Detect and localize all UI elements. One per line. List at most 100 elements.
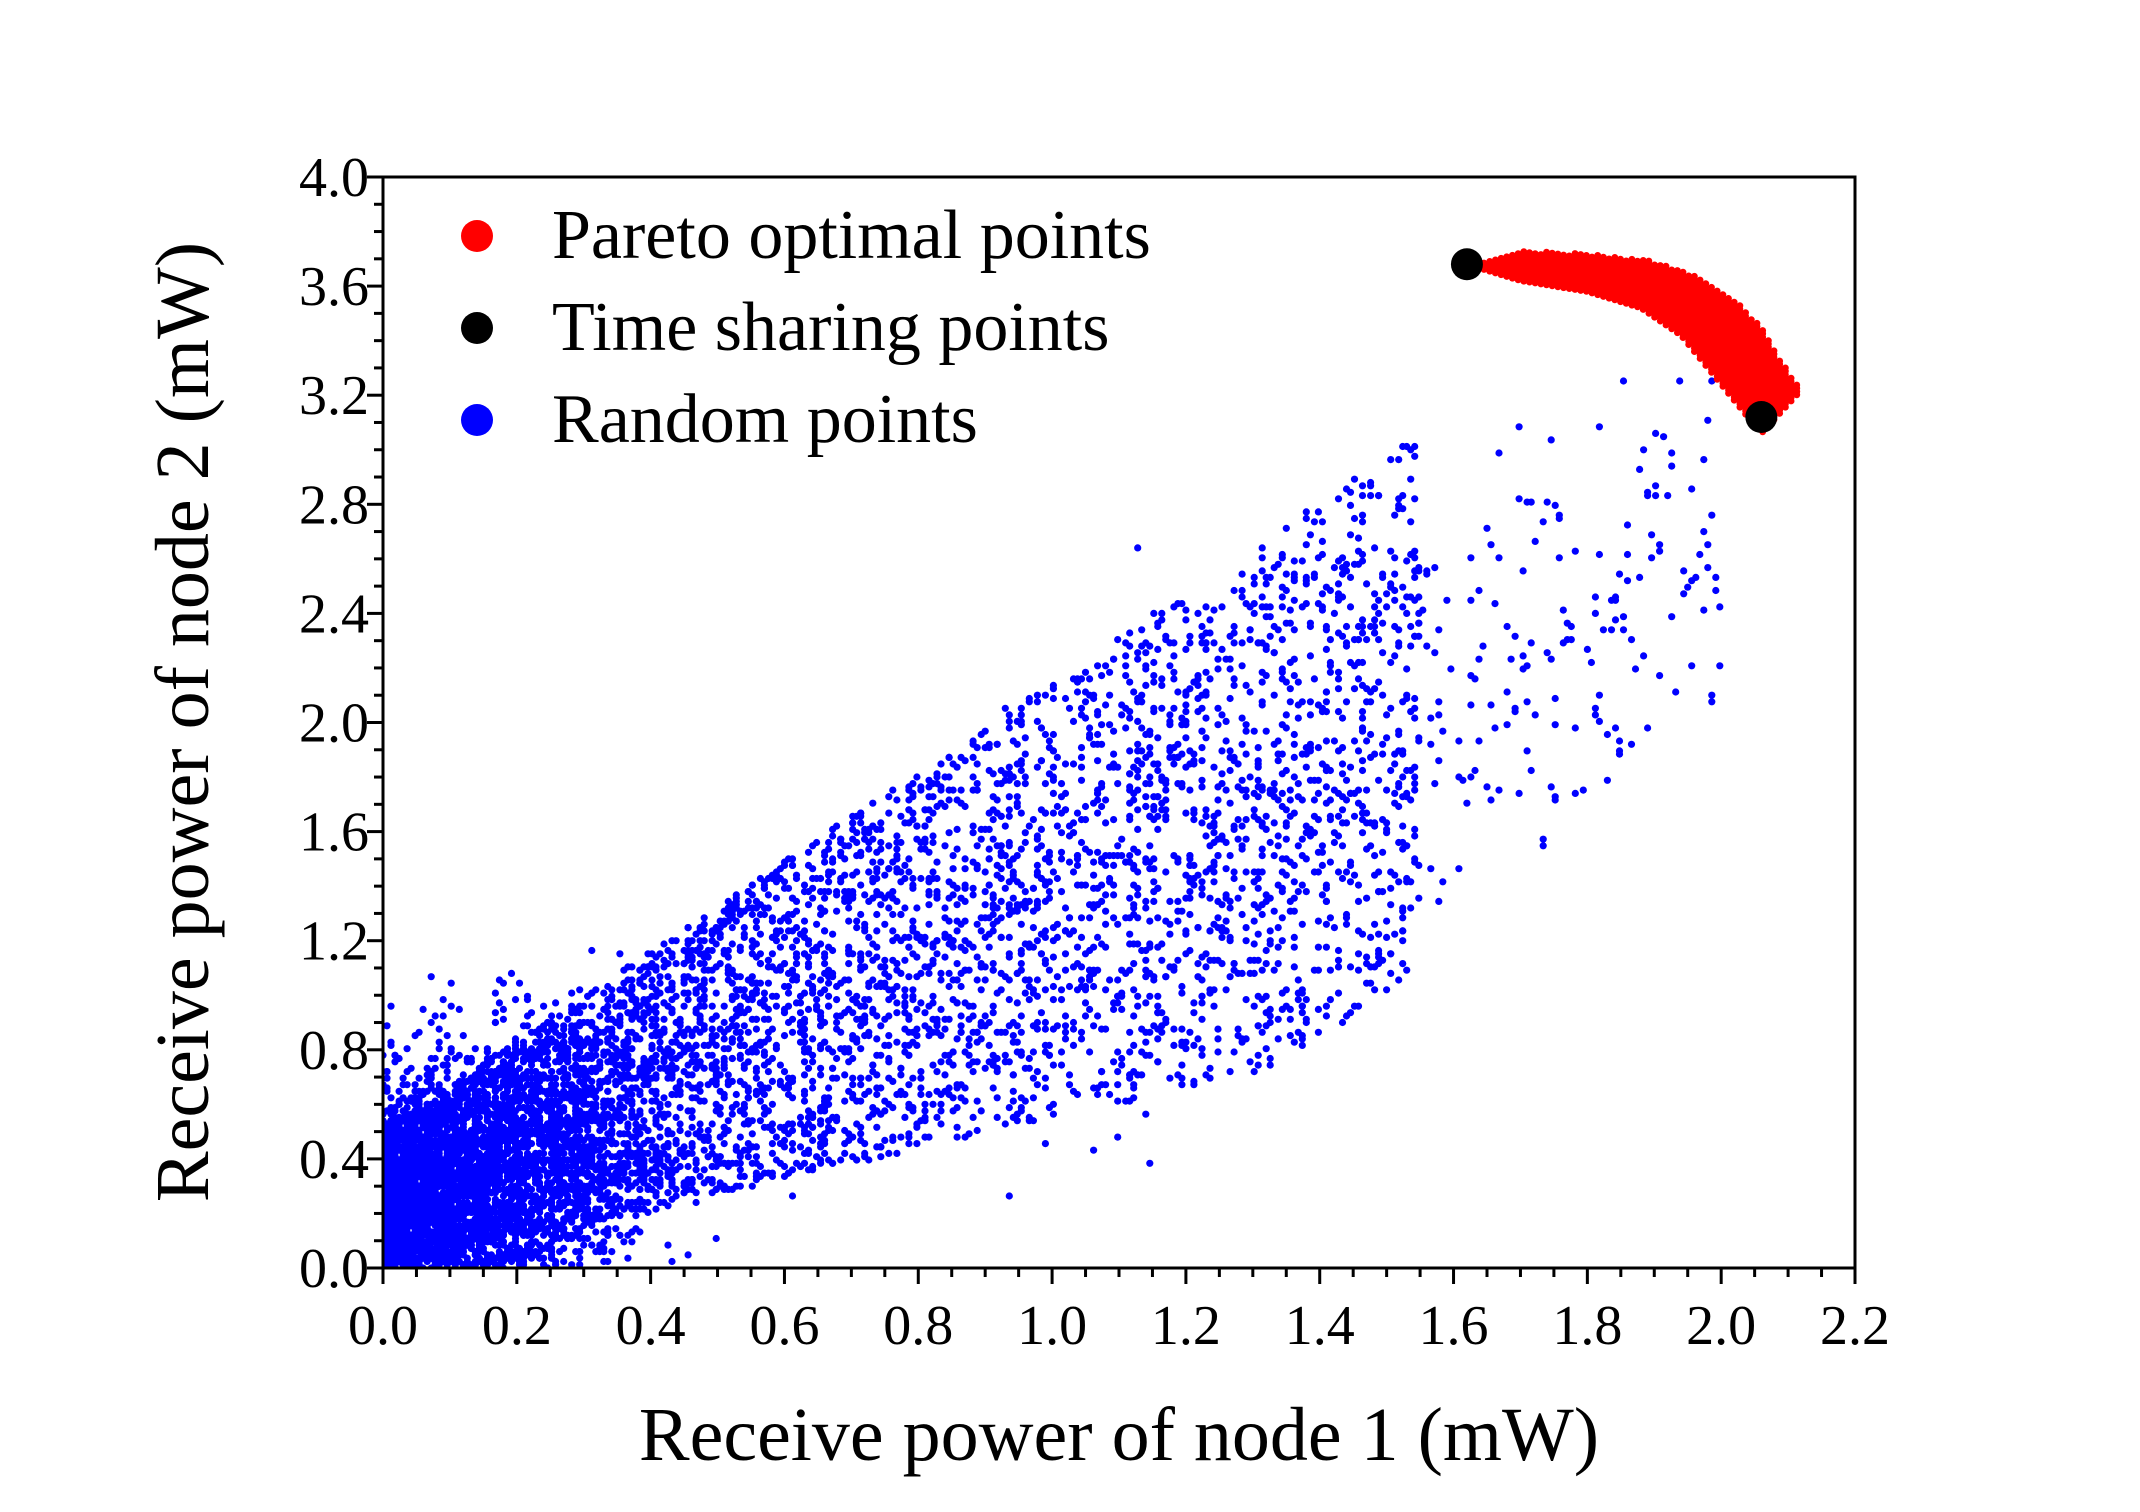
random-point <box>1190 1041 1198 1049</box>
random-point <box>459 1117 467 1125</box>
random-point <box>1126 770 1134 778</box>
random-point <box>447 1045 455 1053</box>
random-point <box>532 1038 540 1046</box>
random-point <box>660 1058 668 1066</box>
random-point <box>1338 1018 1347 1027</box>
random-point <box>897 878 905 886</box>
random-point <box>756 1097 765 1105</box>
random-point <box>1053 802 1061 811</box>
random-point <box>544 1225 552 1233</box>
random-point <box>1399 773 1407 781</box>
random-point <box>1138 626 1146 634</box>
random-point <box>1230 681 1238 690</box>
random-point <box>1134 806 1142 814</box>
random-point <box>796 1009 805 1017</box>
random-point <box>1057 986 1066 994</box>
random-point <box>813 838 821 847</box>
random-point <box>921 1133 929 1141</box>
random-point <box>1098 802 1106 811</box>
random-point <box>652 1113 660 1121</box>
random-point <box>1194 609 1202 618</box>
random-point <box>957 1094 965 1102</box>
random-point <box>784 1018 793 1027</box>
random-point <box>877 845 885 853</box>
random-point <box>1395 456 1403 464</box>
random-point <box>905 1133 913 1141</box>
random-point <box>415 1074 423 1082</box>
random-point <box>592 1068 600 1076</box>
random-point <box>792 960 801 968</box>
random-point <box>1314 943 1322 951</box>
random-point <box>1086 1048 1094 1056</box>
random-point <box>499 1015 507 1023</box>
random-point <box>1262 946 1270 955</box>
random-point <box>1077 1028 1086 1036</box>
random-point <box>969 822 977 830</box>
random-point <box>1001 1120 1009 1128</box>
random-point <box>865 1028 873 1036</box>
random-point <box>1399 822 1407 830</box>
random-point <box>821 858 829 866</box>
random-point <box>1399 927 1407 935</box>
random-point <box>989 816 997 824</box>
random-point <box>443 1074 451 1082</box>
random-point <box>977 1035 985 1043</box>
random-point <box>825 992 833 1000</box>
random-point <box>1037 724 1045 732</box>
random-point <box>1282 819 1290 827</box>
random-point <box>780 884 789 892</box>
random-point <box>1037 1009 1045 1017</box>
random-point <box>1407 904 1415 912</box>
random-point <box>973 953 981 961</box>
random-point <box>511 996 520 1004</box>
random-point <box>708 1025 716 1033</box>
random-point <box>909 1074 917 1082</box>
random-point <box>676 1104 684 1112</box>
random-point <box>1041 897 1049 906</box>
random-point <box>1238 822 1246 830</box>
random-point <box>897 1064 905 1072</box>
random-point <box>604 1087 612 1095</box>
random-point <box>560 1244 568 1252</box>
random-point <box>893 966 901 974</box>
random-point <box>1033 1081 1041 1089</box>
random-point <box>1306 531 1314 539</box>
random-point <box>1086 1005 1094 1014</box>
random-point <box>1230 639 1238 647</box>
random-point <box>909 780 917 788</box>
random-point <box>1017 711 1025 719</box>
random-point <box>391 1107 399 1115</box>
random-point <box>1106 976 1114 984</box>
random-point <box>993 740 1001 748</box>
random-point <box>977 1107 985 1115</box>
random-point <box>1057 888 1066 896</box>
random-point <box>1001 852 1009 860</box>
random-point <box>1021 838 1029 847</box>
random-point <box>556 1234 564 1243</box>
random-point <box>1363 953 1371 961</box>
random-point <box>748 943 756 951</box>
random-point <box>1198 783 1206 791</box>
random-point <box>1090 871 1098 879</box>
random-point <box>736 1133 744 1141</box>
random-point <box>552 1261 560 1268</box>
random-point <box>523 1244 532 1252</box>
random-point <box>760 910 769 919</box>
random-point <box>435 1025 443 1033</box>
random-point <box>511 1251 520 1259</box>
random-point <box>572 1136 580 1144</box>
random-point <box>439 1012 447 1020</box>
random-point <box>788 1028 797 1036</box>
random-point <box>1210 1002 1218 1010</box>
random-point <box>471 1189 479 1197</box>
random-point <box>1005 910 1013 919</box>
random-point <box>1186 910 1194 919</box>
random-point <box>688 1032 696 1040</box>
random-point <box>592 1228 600 1236</box>
random-point <box>556 1202 564 1210</box>
random-point <box>1094 848 1102 856</box>
random-point <box>600 1051 608 1059</box>
random-point <box>1162 868 1170 876</box>
random-point <box>989 1002 997 1010</box>
random-point <box>1306 832 1314 840</box>
